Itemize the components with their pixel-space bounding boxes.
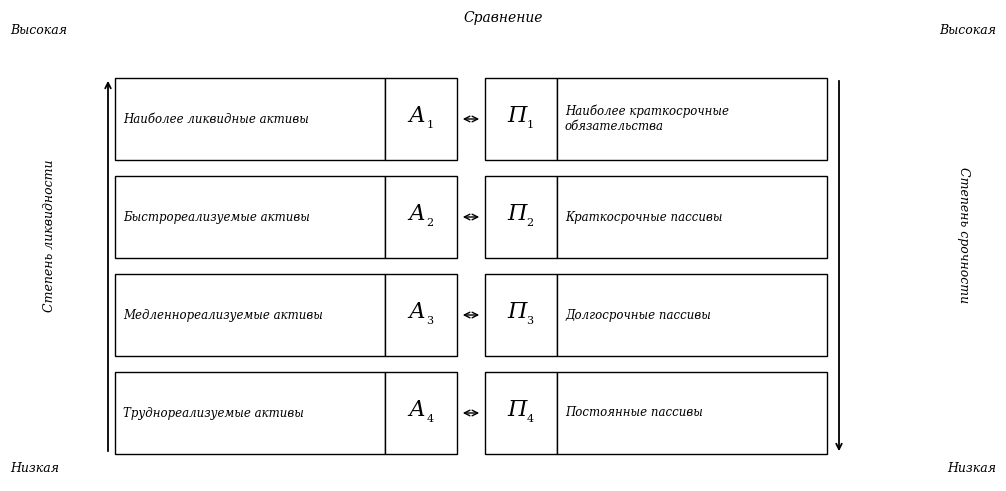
Text: Низкая: Низкая <box>10 463 59 475</box>
Text: Степень ликвидности: Степень ликвидности <box>43 159 56 312</box>
Text: 1: 1 <box>526 120 533 130</box>
Bar <box>385 176 457 258</box>
Text: Долгосрочные пассивы: Долгосрочные пассивы <box>565 308 711 322</box>
Text: Низкая: Низкая <box>947 463 996 475</box>
Bar <box>385 372 457 454</box>
Text: П: П <box>507 105 527 127</box>
Text: 4: 4 <box>526 414 533 424</box>
Text: 2: 2 <box>526 218 533 228</box>
Bar <box>115 176 385 258</box>
Text: 3: 3 <box>526 316 533 326</box>
Bar <box>485 372 557 454</box>
Text: П: П <box>507 203 527 225</box>
Bar <box>115 372 385 454</box>
Text: П: П <box>507 301 527 323</box>
Text: 3: 3 <box>427 316 434 326</box>
Text: Труднореализуемые активы: Труднореализуемые активы <box>123 407 304 419</box>
Bar <box>557 78 827 160</box>
Text: Краткосрочные пассивы: Краткосрочные пассивы <box>565 211 722 223</box>
Bar <box>557 372 827 454</box>
Bar <box>385 78 457 160</box>
Text: А: А <box>408 301 426 323</box>
Bar <box>557 176 827 258</box>
Bar <box>485 78 557 160</box>
Text: Степень срочности: Степень срочности <box>958 167 971 303</box>
Text: Сравнение: Сравнение <box>463 11 543 25</box>
Text: Высокая: Высокая <box>10 24 67 36</box>
Text: П: П <box>507 399 527 421</box>
Text: Наиболее ликвидные активы: Наиболее ликвидные активы <box>123 112 309 126</box>
Bar <box>115 274 385 356</box>
Text: А: А <box>408 399 426 421</box>
Text: 2: 2 <box>427 218 434 228</box>
Text: 1: 1 <box>427 120 434 130</box>
Text: Быстрореализуемые активы: Быстрореализуемые активы <box>123 211 310 223</box>
Bar <box>385 274 457 356</box>
Bar <box>485 176 557 258</box>
Bar <box>115 78 385 160</box>
Text: Постоянные пассивы: Постоянные пассивы <box>565 407 703 419</box>
Text: Наиболее краткосрочные
обязательства: Наиболее краткосрочные обязательства <box>565 105 729 133</box>
Text: Высокая: Высокая <box>939 24 996 36</box>
Text: 4: 4 <box>427 414 434 424</box>
Bar <box>557 274 827 356</box>
Text: А: А <box>408 203 426 225</box>
Text: Медленнореализуемые активы: Медленнореализуемые активы <box>123 308 323 322</box>
Text: А: А <box>408 105 426 127</box>
Bar <box>485 274 557 356</box>
